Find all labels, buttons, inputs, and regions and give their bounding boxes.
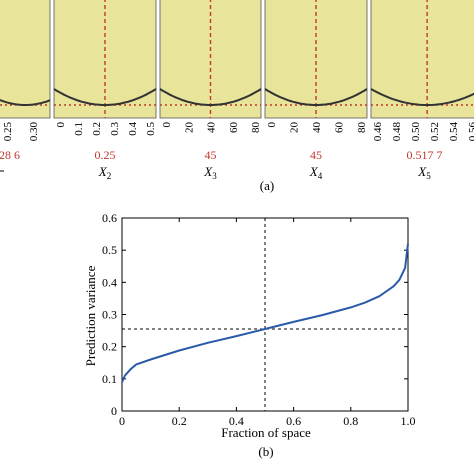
y-tick-label: 0.1 [102, 372, 117, 386]
profile-tick-label: 0.30 [28, 122, 40, 142]
y-tick-label: 0.6 [102, 211, 117, 225]
profile-response-curve [159, 88, 262, 106]
profile-panel-background [0, 0, 51, 119]
profile-response-curve [53, 88, 157, 106]
profile-tick-label: 40 [311, 122, 323, 134]
profile-optimum-value: 0.28 6 [0, 148, 20, 162]
y-tick-label: 0.2 [102, 340, 117, 354]
profile-optimum-value: 45 [205, 148, 217, 162]
profile-tick-label: 0.1 [73, 122, 85, 136]
profile-panel-background [159, 0, 262, 119]
profile-axis-label: X4 [309, 164, 323, 181]
profile-axis-label-subscript: 2 [107, 171, 112, 181]
profile-tick-label: 80 [250, 122, 262, 134]
profile-axis-label-base: X [203, 164, 213, 179]
profile-axis-label-base: X [309, 164, 319, 179]
profile-tick-label: 0.48 [391, 122, 403, 142]
y-tick-label: 0.3 [102, 308, 117, 322]
profile-tick-label: 0.46 [372, 122, 384, 142]
panel-b-y-axis-label: Prediction variance [83, 265, 98, 366]
profile-panel-background [264, 0, 368, 119]
panel-b-fds-plot: 0 0.1 0.2 0.3 0.4 0.5 0.6 0 0.2 0.4 0.6 0.8 1.0 [102, 211, 416, 428]
profile-axis-label-subscript: 5 [426, 171, 431, 181]
profile-tick-label: 0.50 [410, 122, 422, 142]
prediction-variance-line [121, 243, 409, 383]
profile-tick-label: 0.2 [91, 122, 103, 136]
profile-axis-label-base: X [417, 164, 427, 179]
profile-panel-background [53, 0, 157, 119]
panel-a-label: (a) [260, 178, 274, 193]
profile-tick-label: 0.4 [127, 122, 139, 136]
profile-tick-label: 0.25 [2, 122, 14, 142]
profile-response-curve [370, 88, 474, 106]
profile-optimum-value: 0.517 7 [407, 148, 443, 162]
profile-tick-label: 0.3 [109, 122, 121, 136]
profile-tick-label: 0 [161, 122, 173, 128]
profile-axis-label-base: X [98, 164, 108, 179]
profile-tick-label: 0.5 [145, 122, 157, 136]
profile-tick-label: 0.54 [448, 122, 460, 142]
panel-a-profiler: 0.250.300.28 600.10.20.30.40.50.25X20204… [0, 0, 474, 181]
y-tick-label: 0 [111, 404, 117, 418]
profile-optimum-value: 45 [310, 148, 322, 162]
panel-b-label: (b) [258, 444, 273, 459]
y-tick-label: 0.4 [102, 275, 117, 289]
x-tick-label: 1.0 [401, 414, 416, 428]
profile-tick-label: 0.52 [429, 122, 441, 141]
profile-response-curve [0, 99, 51, 106]
profile-tick-label: 20 [183, 122, 195, 134]
x-tick-label: 0.4 [229, 414, 244, 428]
profile-tick-label: 0.56 [467, 122, 474, 142]
profile-optimum-value: 0.25 [95, 148, 116, 162]
panel-b-x-axis-label: Fraction of space [221, 425, 311, 440]
profile-axis-label-subscript: 4 [318, 171, 323, 181]
x-tick-label: 0.2 [172, 414, 187, 428]
profile-axis-label-subscript: 3 [212, 171, 217, 181]
y-tick-label: 0.5 [102, 243, 117, 257]
profile-axis-label: X2 [98, 164, 111, 181]
profile-tick-label: 80 [356, 122, 368, 134]
x-tick-label: 0 [119, 414, 125, 428]
profile-tick-label: 40 [206, 122, 218, 134]
profile-tick-label: 60 [228, 122, 240, 134]
profile-tick-label: 0 [266, 122, 278, 128]
x-tick-label: 0.8 [343, 414, 358, 428]
profile-tick-label: 20 [289, 122, 301, 134]
profile-tick-label: 0 [55, 122, 67, 128]
x-tick-label: 0.6 [286, 414, 301, 428]
profile-response-curve [264, 88, 368, 106]
profile-axis-label: X3 [203, 164, 217, 181]
profile-tick-label: 60 [334, 122, 346, 134]
profile-axis-label: X5 [417, 164, 431, 181]
